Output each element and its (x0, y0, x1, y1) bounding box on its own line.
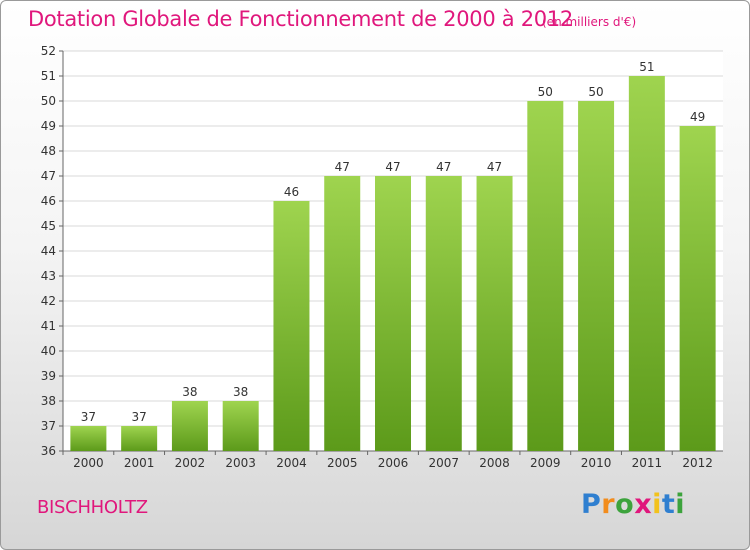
y-tick-label: 38 (41, 394, 56, 408)
y-tick-label: 51 (41, 69, 56, 83)
y-tick-label: 52 (41, 44, 56, 58)
x-tick-label: 2002 (175, 456, 206, 470)
logo-letter: x (634, 489, 653, 520)
bar (171, 401, 208, 451)
bar-value-label: 37 (132, 410, 147, 424)
x-tick-label: 2005 (327, 456, 358, 470)
bar-value-label: 47 (436, 160, 451, 174)
y-tick-label: 40 (41, 344, 56, 358)
x-tick-label: 2011 (632, 456, 663, 470)
y-tick-label: 41 (41, 319, 56, 333)
bar (222, 401, 259, 451)
axes: 36 37 38 39 40 41 42 43 44 45 46 47 48 49 50 51 52 2000 20… (41, 44, 723, 470)
bar (628, 76, 665, 451)
y-tick-label: 39 (41, 369, 56, 383)
bar-value-label: 38 (233, 385, 248, 399)
x-tick-label: 2007 (428, 456, 459, 470)
y-tick-label: 46 (41, 194, 56, 208)
y-tick-label: 49 (41, 119, 56, 133)
chart-title: Dotation Globale de Fonctionnement de 20… (28, 7, 573, 31)
commune-name: BISCHHOLTZ (37, 497, 148, 518)
y-tick-label: 42 (41, 294, 56, 308)
logo-letter: t (661, 489, 676, 520)
bar (324, 176, 361, 451)
proxiti-logo[interactable]: Proxiti (581, 489, 685, 520)
y-tick-label: 45 (41, 219, 56, 233)
bar (121, 426, 158, 451)
bar-value-label: 38 (182, 385, 197, 399)
bar (273, 201, 310, 451)
bar-value-label: 49 (690, 110, 705, 124)
y-tick-label: 48 (41, 144, 56, 158)
logo-letter: P (581, 489, 602, 520)
bar (70, 426, 107, 451)
bar (679, 126, 716, 451)
bar-value-label: 47 (487, 160, 502, 174)
bar-value-label: 37 (81, 410, 96, 424)
logo-letter: o (615, 489, 635, 520)
x-tick-label: 2009 (530, 456, 561, 470)
x-tick-label: 2003 (225, 456, 256, 470)
y-tick-label: 47 (41, 169, 56, 183)
x-tick-label: 2012 (682, 456, 713, 470)
bar-value-label: 47 (335, 160, 350, 174)
bar-value-label: 46 (284, 185, 299, 199)
x-tick-label: 2000 (73, 456, 104, 470)
x-tick-label: 2006 (378, 456, 409, 470)
y-tick-label: 44 (41, 244, 56, 258)
y-tick-label: 43 (41, 269, 56, 283)
bar (476, 176, 513, 451)
logo-letter: r (601, 489, 616, 520)
bar (527, 101, 564, 451)
y-tick-label: 36 (41, 444, 56, 458)
x-tick-label: 2001 (124, 456, 155, 470)
bar (425, 176, 462, 451)
x-tick-label: 2010 (581, 456, 612, 470)
bars: 37 37 38 38 46 47 47 47 47 50 50 51 49 (70, 60, 716, 451)
bar-value-label: 51 (639, 60, 654, 74)
bar (578, 101, 615, 451)
logo-letter: i (652, 489, 662, 520)
logo-letter: i (675, 489, 686, 520)
x-tick-label: 2004 (276, 456, 307, 470)
y-tick-label: 37 (41, 419, 56, 433)
bar (375, 176, 411, 451)
bar-value-label: 47 (385, 160, 400, 174)
y-tick-label: 50 (41, 94, 56, 108)
bar-value-label: 50 (588, 85, 603, 99)
chart-subtitle: (en milliers d'€) (542, 15, 637, 29)
x-tick-label: 2008 (479, 456, 510, 470)
bar-value-label: 50 (538, 85, 553, 99)
